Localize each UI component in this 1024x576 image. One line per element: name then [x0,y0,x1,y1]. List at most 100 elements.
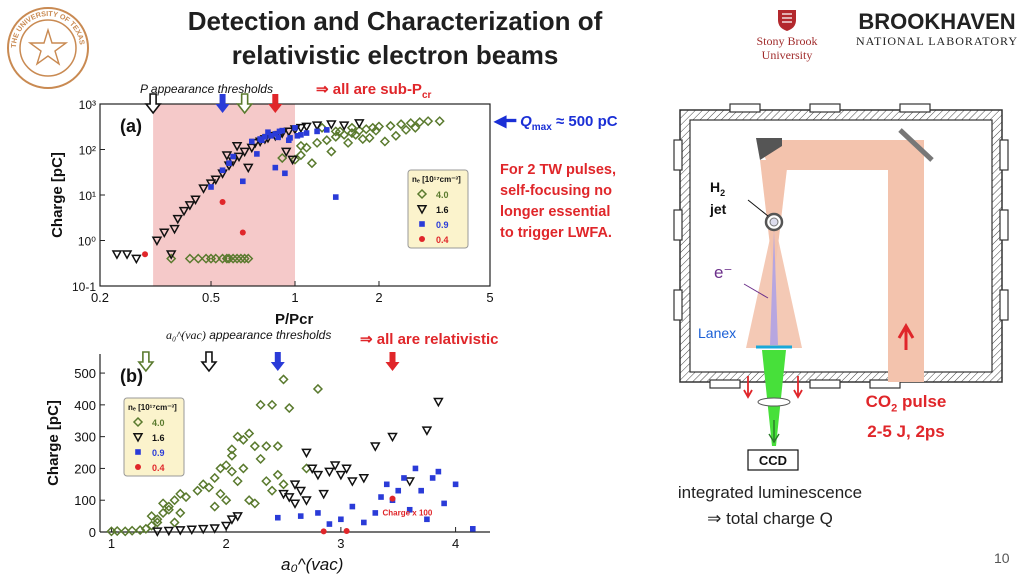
data-point [421,426,433,436]
data-point [262,134,268,140]
data-point [452,481,459,488]
data-point [284,402,295,414]
data-point [435,468,442,475]
data-point [261,476,272,487]
h2-label: H2 [710,179,725,198]
panel-a-threshold-label: P appearance thresholds [140,82,273,96]
data-point [434,116,445,127]
legend-marker [416,205,428,215]
chart-b: 1 2 3 4 0 100 200 300 400 500 a₀^(vac) Charge [pC] (… [45,351,490,574]
data-point [278,374,289,385]
data-point [232,253,243,264]
y-tick-label: 10⁰ [78,235,96,249]
qmax-q: Q [520,113,532,130]
data-point [127,525,138,536]
ccd-box [747,449,799,471]
data-point [406,506,413,513]
data-point [301,448,312,459]
co2-line-1: CO2 pulse [846,390,966,420]
data-point [142,251,149,258]
data-point [395,487,402,494]
lanex-label: Lanex [698,325,736,341]
data-point [283,493,295,503]
data-point [165,250,177,260]
data-point [275,134,281,141]
y-tick-label: 10² [79,144,96,158]
data-point [326,521,333,527]
data-point [151,236,163,247]
threshold-arrow-blue [270,352,285,371]
legend-marker [419,236,425,242]
data-point [209,501,220,512]
data-point [249,441,260,452]
data-point [295,150,306,161]
data-point [172,214,184,225]
data-point [414,117,425,128]
data-point [272,131,279,137]
data-point [278,479,289,490]
data-point [190,195,201,205]
data-point [370,125,381,136]
red-arrow-right-icon [793,376,803,399]
threshold-arrow-black [200,351,218,373]
co2-up-arrow-icon [897,323,915,350]
y-tick-label: 0 [89,525,96,540]
data-point [404,477,415,487]
data-point [243,253,254,264]
threshold-arrow-green [236,93,254,115]
data-point [441,500,447,507]
data-point [226,466,237,477]
ut-austin-seal-logo: THE UNIVERSITY OF TEXAS AT AUSTIN [6,6,89,89]
legend-title: nₑ [10¹⁷cm⁻³] [412,175,461,184]
data-point [226,450,237,461]
data-point [311,121,323,131]
data-point [335,470,347,481]
legend-label: 4.0 [436,190,449,200]
x-tick-label: 2 [375,290,382,305]
x-axis-label: P/Pcr [275,311,314,328]
data-point [292,124,298,131]
flat-mirror-icon [898,128,934,162]
data-point [390,130,401,141]
data-point [378,494,384,500]
co2-pulse-label: CO2 pulse 2-5 J, 2ps [846,390,966,444]
legend-label: 0.4 [152,463,165,473]
data-point [166,253,177,264]
legend-marker [132,416,144,428]
legend-marker [135,449,141,455]
charge-note: Charge x 100 [383,509,433,518]
data-point [289,499,301,509]
threshold-arrow-green [137,351,155,373]
data-point [389,495,396,502]
data-point [283,127,295,137]
x-tick-label: 2 [223,536,230,551]
data-point [294,133,301,139]
data-point [338,121,350,131]
data-point [219,199,226,206]
x-axis-label: a₀^(vac) [281,555,343,574]
x-tick-label: 5 [486,290,493,305]
note-line-1: For 2 TW pulses, [500,162,617,178]
panel-b-threshold-label: appearance thresholds [209,328,332,342]
data-point [261,441,272,452]
data-point [198,479,209,490]
legend-title: nₑ [10¹⁷cm⁻³] [128,403,177,412]
data-point [272,469,283,480]
data-point [233,152,245,163]
data-point [178,206,190,217]
y-tick-label: 10¹ [79,189,96,203]
data-point [295,140,306,151]
data-point [221,151,233,161]
series-0.4 [142,199,246,258]
data-point [232,512,243,522]
data-point [326,146,337,157]
data-point [312,137,323,148]
data-point [361,124,372,135]
data-point [235,253,246,264]
data-point [343,137,354,148]
data-point [334,126,346,137]
data-point [254,151,260,157]
data-point [287,155,298,166]
title-line-1: Detection and Characterization of [187,6,603,36]
note-line-4: to trigger LWFA. [500,225,612,241]
